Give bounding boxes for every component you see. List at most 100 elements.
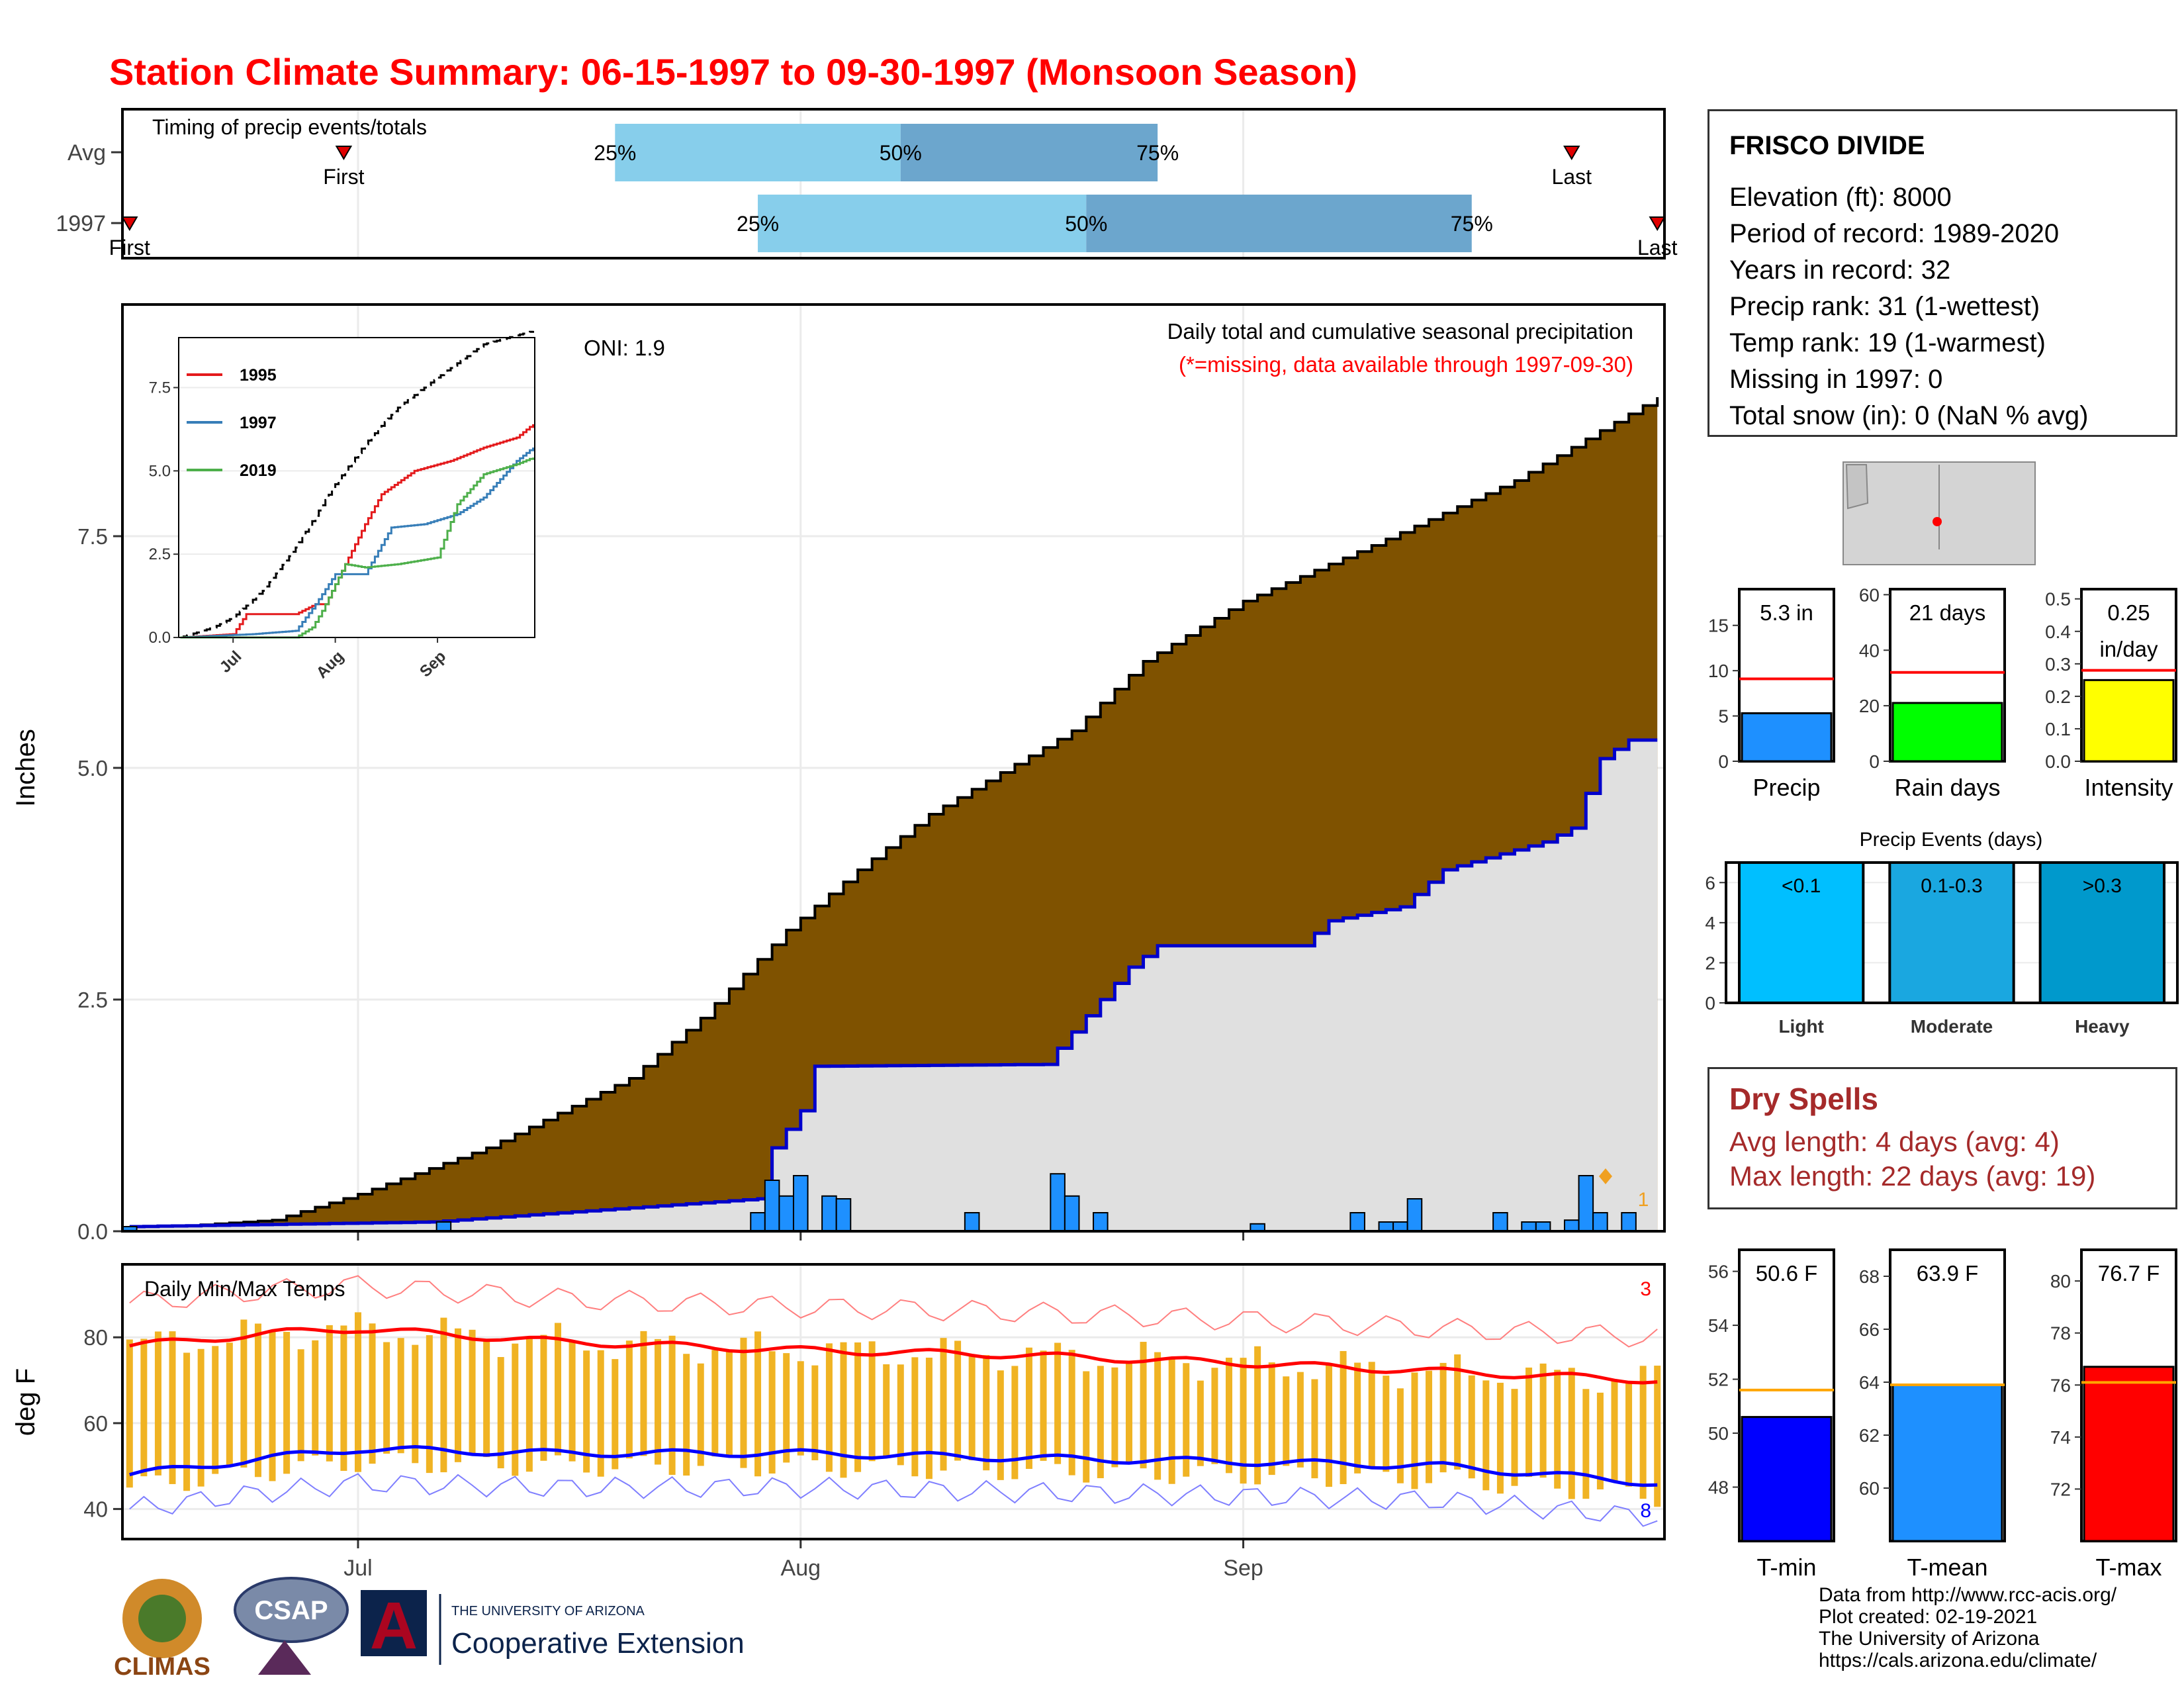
info-elevation: Elevation (ft): 8000	[1729, 183, 1952, 212]
daily-temp-range-bar	[797, 1361, 804, 1456]
daily-temp-range-bar	[1368, 1362, 1375, 1467]
daily-temp-range-bar	[1482, 1380, 1490, 1491]
timing-panel-border	[121, 108, 1666, 259]
daily-temp-range-bar	[940, 1338, 947, 1471]
daily-temp-range-bar	[1439, 1362, 1447, 1473]
precip-events-border	[1725, 861, 2179, 1004]
daily-temp-range-bar	[868, 1341, 876, 1462]
record-max-line	[129, 1275, 1658, 1348]
daily-temp-range-bar	[1654, 1366, 1661, 1507]
temp-y-tick-label: 80	[83, 1325, 108, 1350]
credit-institution: The University of Arizona	[1819, 1628, 2040, 1650]
daily-temp-range-bar	[683, 1354, 690, 1476]
mini-y-tick-label: 20	[1859, 696, 1880, 716]
daily-precip-bar	[1563, 1219, 1580, 1232]
temp-y-tick-label: 40	[83, 1497, 108, 1522]
daily-temp-range-bar	[240, 1319, 248, 1468]
climas-logo-inner	[138, 1595, 186, 1642]
inset-series-1997	[180, 447, 534, 639]
daily-temp-range-bar	[1154, 1352, 1161, 1480]
mini-value-label-Precip: 5.3 in	[1760, 600, 1813, 625]
mini-value-label-T-min: 50.6 F	[1756, 1261, 1818, 1286]
credit-plot-date: Plot created: 02-19-2021	[1819, 1606, 2038, 1628]
daily-temp-range-bar	[1225, 1358, 1232, 1474]
precip-panel-border	[121, 303, 1666, 1233]
mini-bar-Precip	[1741, 712, 1833, 763]
daily-temp-range-bar	[625, 1340, 633, 1459]
quartile-label-25: 25%	[594, 141, 636, 165]
precip-y-axis-label: Inches	[11, 729, 40, 807]
precip-y-tick-label: 5.0	[77, 756, 108, 780]
page-title: Station Climate Summary: 06-15-1997 to 0…	[109, 51, 1357, 93]
last-event-label: Last	[1552, 165, 1592, 189]
daily-temp-range-bar	[183, 1352, 191, 1491]
daily-precip-bar	[1492, 1212, 1508, 1232]
mini-chart-label-Precip: Precip	[1752, 774, 1820, 801]
temp-chart-title: Daily Min/Max Temps	[144, 1277, 345, 1301]
daily-temp-range-bar	[412, 1344, 419, 1464]
mini-y-tick-label: 0.1	[2045, 719, 2071, 739]
last-event-marker	[1563, 146, 1580, 160]
daily-temp-range-bar	[483, 1339, 490, 1458]
daily-temp-range-bar	[1454, 1354, 1461, 1470]
daily-temp-range-bar	[1426, 1370, 1433, 1483]
daily-temp-range-bar	[154, 1331, 161, 1476]
daily-temp-range-bar	[540, 1335, 547, 1461]
quartile-label-50: 50%	[1065, 212, 1107, 236]
precip-event-category: Moderate	[1911, 1016, 1993, 1037]
precip-event-bar	[1888, 861, 2015, 1004]
daily-temp-range-bar	[1511, 1389, 1518, 1486]
info-years: Years in record: 32	[1729, 256, 1951, 285]
daily-temp-range-bar	[1582, 1389, 1590, 1499]
daily-temp-range-bar	[640, 1331, 647, 1456]
daily-precip-bar	[1621, 1212, 1637, 1232]
daily-temp-range-bar	[811, 1365, 819, 1460]
precip-event-bar-label: >0.3	[2083, 875, 2122, 897]
quartile-label-25: 25%	[737, 212, 779, 236]
daily-temp-range-bar	[925, 1357, 933, 1479]
daily-temp-range-bar	[754, 1331, 762, 1477]
mini-y-tick-label: 15	[1708, 616, 1729, 636]
mini-y-tick-label: 68	[1859, 1266, 1880, 1287]
mini-chart-label-T-max: T-max	[2095, 1554, 2161, 1581]
first-event-marker	[121, 216, 138, 231]
daily-precip-bar	[764, 1180, 780, 1232]
daily-temp-range-bar	[369, 1323, 376, 1464]
mini-y-tick-label: 76	[2050, 1375, 2071, 1395]
daily-precip-bar	[835, 1198, 852, 1232]
dry-spells-title: Dry Spells	[1729, 1082, 1878, 1116]
daily-temp-range-bar	[1197, 1380, 1204, 1466]
daily-precip-bar	[1521, 1221, 1537, 1232]
mini-chart-label-T-min: T-min	[1757, 1554, 1817, 1581]
daily-temp-range-bar	[768, 1351, 776, 1474]
mini-y-tick-label: 60	[1859, 585, 1880, 605]
daily-temp-range-bar	[968, 1355, 976, 1461]
mini-y-tick-label: 0.0	[2045, 751, 2071, 772]
info-precip-rank: Precip rank: 31 (1-wettest)	[1729, 292, 2040, 321]
ua-logo-small-text: THE UNIVERSITY OF ARIZONA	[451, 1604, 645, 1618]
mini-y-tick-label: 40	[1859, 640, 1880, 661]
daily-temp-range-bar	[1111, 1367, 1118, 1468]
daily-temp-range-bar	[555, 1323, 562, 1456]
avg-min-temp-line	[129, 1444, 1658, 1487]
daily-temp-range-bar	[1539, 1363, 1547, 1478]
daily-temp-range-bar	[326, 1325, 333, 1462]
daily-temp-range-bar	[226, 1342, 233, 1466]
year-cumulative-area	[129, 740, 1658, 1231]
daily-temp-range-bar	[1326, 1364, 1333, 1487]
precip-chart-title: Daily total and cumulative seasonal prec…	[1167, 319, 1633, 344]
events-y-tick-label: 2	[1705, 953, 1715, 973]
daily-precip-bar	[1406, 1198, 1423, 1232]
daily-temp-range-bar	[583, 1350, 590, 1473]
max-record-count: 3	[1640, 1278, 1651, 1300]
quartile-bar-25-50	[615, 124, 901, 181]
mini-y-tick-label: 10	[1708, 661, 1729, 681]
mini-value-label-T-mean: 63.9 F	[1917, 1261, 1979, 1286]
map-border-region	[1845, 464, 1869, 510]
daily-temp-range-bar	[1311, 1379, 1318, 1479]
daily-temp-range-bar	[1468, 1375, 1475, 1479]
inset-bg	[179, 338, 535, 637]
temp-x-tick-label: Sep	[1223, 1556, 1263, 1581]
daily-temp-range-bar	[825, 1343, 833, 1472]
ua-logo-block	[361, 1590, 427, 1656]
